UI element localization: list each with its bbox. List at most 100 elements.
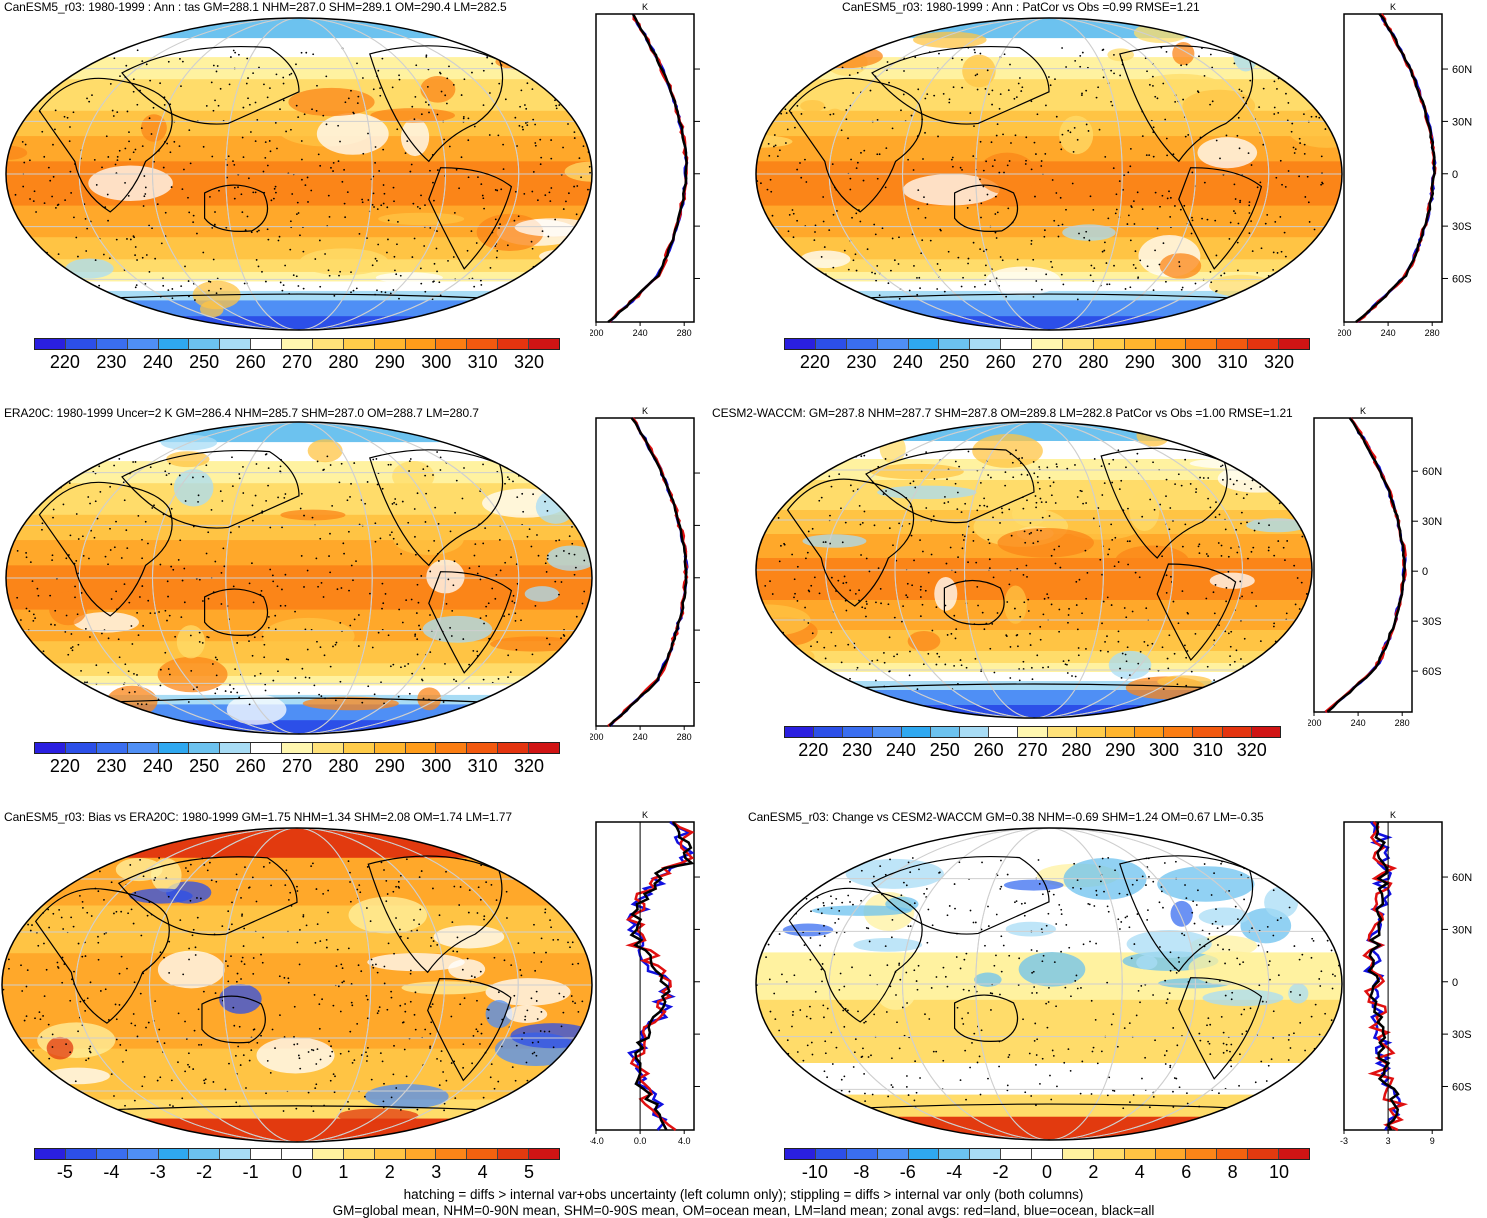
colorbar-swatch bbox=[960, 727, 990, 737]
zonal-lat-label: 30S bbox=[1422, 616, 1442, 628]
colorbar-swatch bbox=[1135, 727, 1165, 737]
colorbar-swatch bbox=[1093, 339, 1125, 349]
colorbar-swatch bbox=[1062, 339, 1094, 349]
colorbar-swatch bbox=[989, 727, 1019, 737]
zonal-series-line bbox=[1367, 821, 1400, 1131]
colorbar-tick-label: 10 bbox=[1269, 1162, 1290, 1182]
colorbar-tick-label: 310 bbox=[467, 756, 498, 776]
colorbar-swatch bbox=[343, 743, 375, 753]
zonal-series-line bbox=[1362, 821, 1409, 1132]
colorbar-tick-label: 300 bbox=[1171, 352, 1202, 372]
colorbar-swatch bbox=[65, 743, 97, 753]
colorbar-tick-label: -3 bbox=[149, 1162, 166, 1182]
zonal-series-line bbox=[608, 13, 689, 323]
map-outline bbox=[5, 421, 593, 735]
colorbar-swatch bbox=[785, 339, 816, 349]
zonal-x-tick-label: 0.0 bbox=[634, 1136, 647, 1146]
colorbar-tick-label: 3 bbox=[431, 1162, 442, 1182]
colorbar-tick-label: 320 bbox=[1236, 740, 1267, 760]
colorbar-swatch bbox=[374, 1149, 406, 1159]
colorbar bbox=[34, 338, 560, 350]
colorbar-tick-label: 300 bbox=[421, 352, 452, 372]
zonal-series-line bbox=[1324, 417, 1407, 714]
colorbar-swatch bbox=[1018, 727, 1048, 737]
zonal-x-tick-label: 280 bbox=[1395, 718, 1410, 728]
colorbar-swatch bbox=[1217, 339, 1249, 349]
colorbar-swatch bbox=[312, 339, 344, 349]
panel-title: CanESM5_r03: 1980-1999 : Ann : PatCor vs… bbox=[842, 0, 1200, 14]
colorbar-swatch bbox=[282, 339, 313, 349]
colorbar-swatch bbox=[158, 743, 190, 753]
map-outline bbox=[1, 827, 593, 1143]
colorbar bbox=[784, 1148, 1310, 1160]
colorbar-tick-label: 260 bbox=[235, 352, 266, 372]
zonal-lat-label: 30N bbox=[1452, 924, 1472, 936]
zonal-lat-label: 60N bbox=[1452, 872, 1472, 884]
zonal-units-label: K bbox=[1390, 2, 1396, 12]
colorbar-tick-label: -2 bbox=[992, 1162, 1009, 1182]
colorbar-swatch bbox=[1076, 727, 1106, 737]
colorbar-swatch bbox=[127, 1149, 159, 1159]
colorbar-swatch bbox=[189, 743, 221, 753]
colorbar-tick-label: -4 bbox=[946, 1162, 963, 1182]
colorbar-swatch bbox=[96, 1149, 128, 1159]
zonal-lat-label: 60S bbox=[1452, 273, 1472, 285]
zonal-x-tick-label: 200 bbox=[1308, 718, 1322, 728]
map-field bbox=[756, 828, 1342, 1140]
colorbar-tick-label: 290 bbox=[1105, 740, 1136, 760]
colorbar-tick-label: 320 bbox=[1264, 352, 1295, 372]
colorbar-swatch bbox=[282, 743, 313, 753]
colorbar-swatch bbox=[877, 339, 909, 349]
zonal-lat-label: 30S bbox=[1452, 1029, 1472, 1041]
colorbar-swatch bbox=[970, 339, 1002, 349]
colorbar-tick-label: 4 bbox=[477, 1162, 488, 1182]
colorbar-swatch bbox=[908, 339, 940, 349]
colorbar-swatch bbox=[65, 1149, 97, 1159]
colorbar-swatch bbox=[35, 339, 66, 349]
colorbar-swatch bbox=[1279, 339, 1309, 349]
colorbar-swatch bbox=[1155, 339, 1187, 349]
zonal-series-line bbox=[1326, 417, 1406, 713]
colorbar-tick-label: 220 bbox=[798, 740, 829, 760]
colorbar-tick-label: 250 bbox=[929, 740, 960, 760]
colorbar-swatch bbox=[939, 1149, 971, 1159]
map-plot bbox=[755, 421, 1313, 719]
colorbar-swatch bbox=[312, 1149, 344, 1159]
map-outline bbox=[755, 17, 1343, 331]
colorbar-tick-label: -8 bbox=[853, 1162, 870, 1182]
colorbar-swatch bbox=[96, 743, 128, 753]
colorbar-labels: -10 -8 -6 -4 -2 0 2 4 6 8 10 bbox=[784, 1162, 1310, 1184]
colorbar-swatch bbox=[529, 339, 559, 349]
colorbar-tick-label: -2 bbox=[196, 1162, 213, 1182]
colorbar-labels: 220 230 240 250 260 270 280 290 300 310 320 bbox=[784, 740, 1281, 762]
colorbar-swatch bbox=[189, 339, 221, 349]
footer-legend-line-2: GM=global mean, NHM=0-90N mean, SHM=0-90… bbox=[332, 1203, 1155, 1218]
colorbar-swatch bbox=[1062, 1149, 1094, 1159]
colorbar-tick-label: 290 bbox=[374, 352, 405, 372]
zonal-series-line bbox=[607, 417, 689, 727]
zonal-series-line bbox=[1324, 417, 1407, 713]
colorbar-swatch bbox=[1186, 1149, 1218, 1159]
colorbar-swatch bbox=[220, 1149, 252, 1159]
colorbar-swatch bbox=[158, 339, 190, 349]
colorbar-tick-label: 280 bbox=[328, 756, 359, 776]
zonal-lat-label: 60N bbox=[1452, 64, 1472, 76]
colorbar-labels: 220 230 240 250 260 270 280 290 300 310 320 bbox=[34, 352, 560, 374]
zonal-lat-label: 60N bbox=[1422, 466, 1442, 478]
colorbar-tick-label: 240 bbox=[142, 756, 173, 776]
colorbar-tick-label: -6 bbox=[899, 1162, 916, 1182]
colorbar-swatch bbox=[1251, 727, 1280, 737]
colorbar-swatch bbox=[843, 727, 873, 737]
colorbar-tick-label: 310 bbox=[1192, 740, 1223, 760]
colorbar-swatch bbox=[1032, 1149, 1063, 1159]
colorbar-swatch bbox=[1186, 339, 1218, 349]
footer-legend-line-1: hatching = diffs > internal var+obs unce… bbox=[403, 1187, 1084, 1202]
colorbar-swatch bbox=[127, 339, 159, 349]
colorbar-swatch bbox=[1124, 1149, 1156, 1159]
colorbar-swatch bbox=[877, 1149, 909, 1159]
colorbar-tick-label: 300 bbox=[421, 756, 452, 776]
colorbar-swatch bbox=[1222, 727, 1252, 737]
colorbar-swatch bbox=[251, 1149, 282, 1159]
